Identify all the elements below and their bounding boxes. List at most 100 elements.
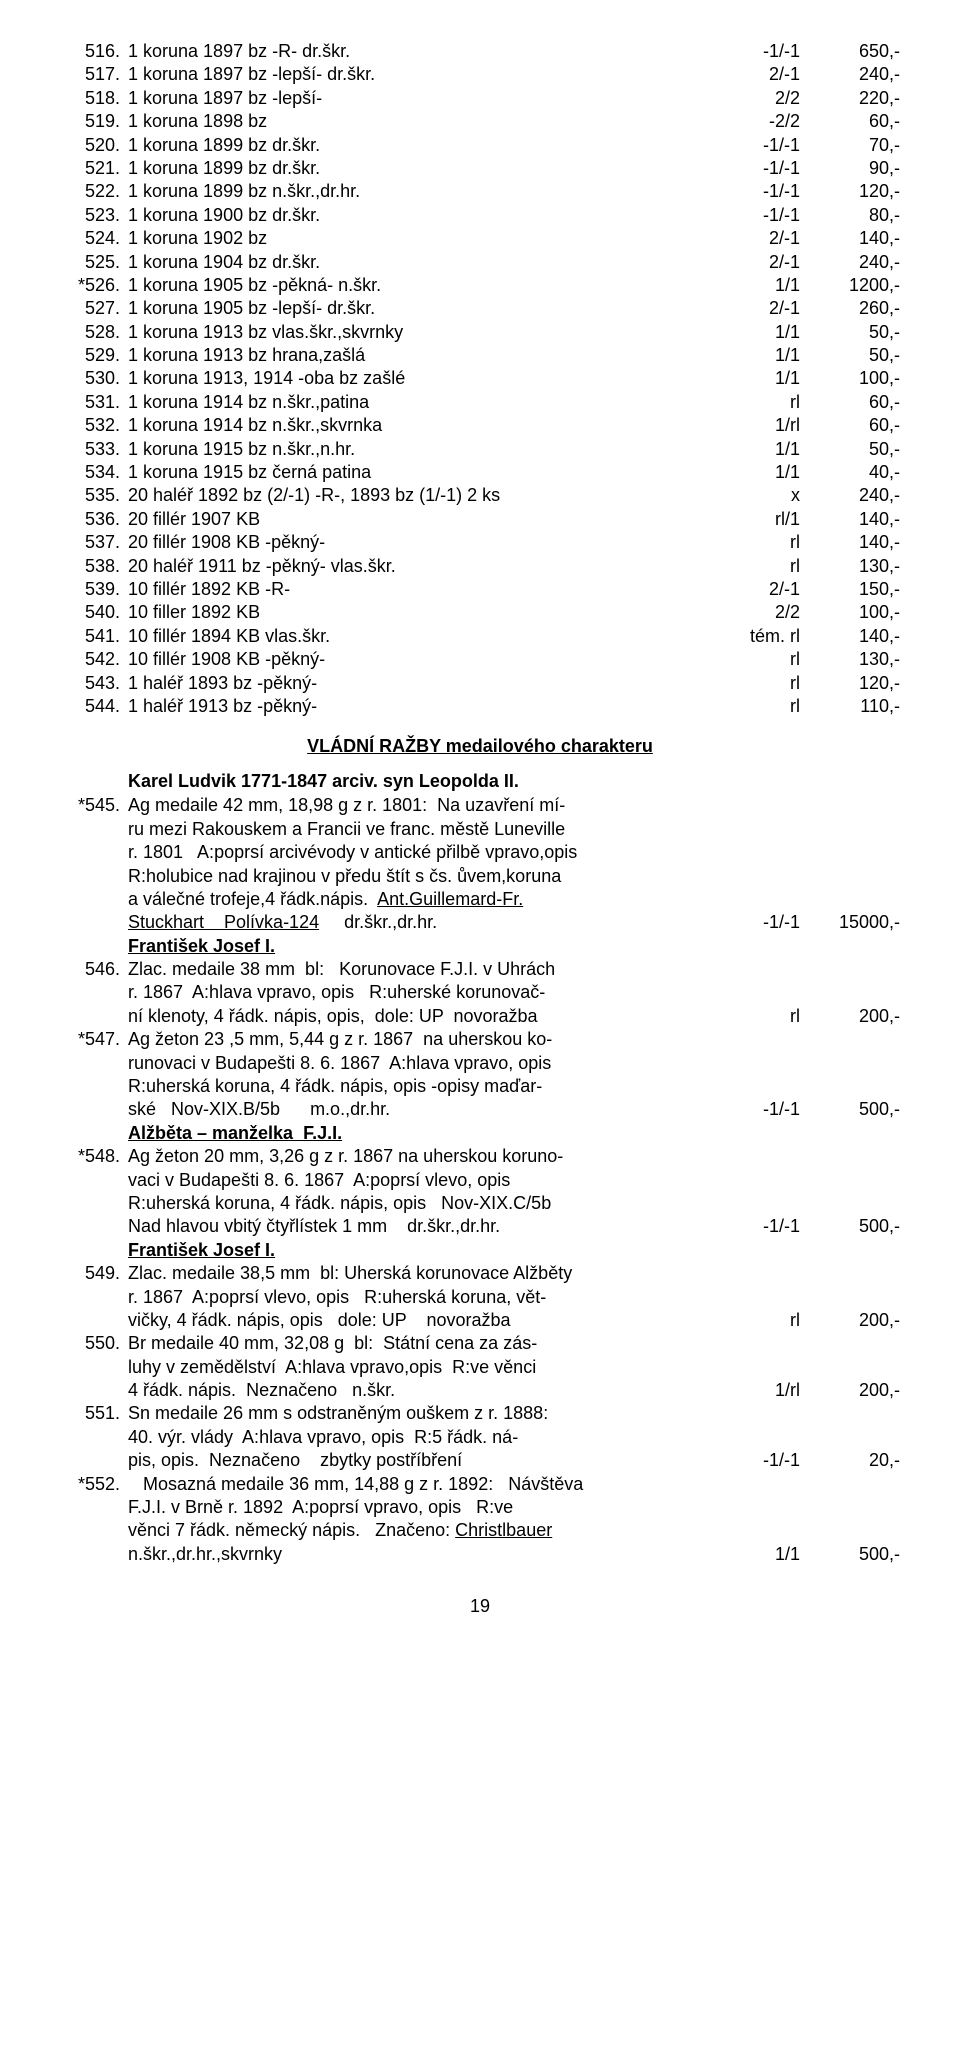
price: 240,- [800, 251, 900, 274]
lot-desc: 1 koruna 1902 bz [128, 227, 710, 250]
price: 150,- [800, 578, 900, 601]
lot-desc: 20 fillér 1908 KB -pěkný- [128, 531, 710, 554]
grade: -1/-1 [710, 180, 800, 203]
lot-row: 527.1 koruna 1905 bz -lepší- dr.škr.2/-1… [60, 297, 900, 320]
price: 110,- [800, 695, 900, 718]
price: 500,- [800, 1098, 900, 1121]
lot-548: *548. Ag žeton 20 mm, 3,26 g z r. 1867 n… [60, 1145, 900, 1262]
lot-desc: 20 haléř 1892 bz (2/-1) -R-, 1893 bz (1/… [128, 484, 710, 507]
lot-desc: 1 haléř 1893 bz -pěkný- [128, 672, 710, 695]
lot-row: 530.1 koruna 1913, 1914 -oba bz zašlé1/1… [60, 367, 900, 390]
lot-desc: 20 fillér 1907 KB [128, 508, 710, 531]
lot-row: 525.1 koruna 1904 bz dr.škr.2/-1240,- [60, 251, 900, 274]
lot-number: 531. [60, 391, 128, 414]
lot-text: R:holubice nad krajinou v předu štít s č… [128, 865, 900, 888]
lot-desc: 1 koruna 1915 bz n.škr.,n.hr. [128, 438, 710, 461]
lot-number: 532. [60, 414, 128, 437]
grade: rl/1 [710, 508, 800, 531]
grade: 1/1 [710, 367, 800, 390]
lot-row: 516.1 koruna 1897 bz -R- dr.škr.-1/-1650… [60, 40, 900, 63]
lot-row: 520.1 koruna 1899 bz dr.škr.-1/-170,- [60, 134, 900, 157]
grade: -1/-1 [710, 204, 800, 227]
lot-text: runovaci v Budapešti 8. 6. 1867 A:hlava … [128, 1052, 900, 1075]
lot-text: pis, opis. Neznačeno zbytky postříbření [128, 1449, 710, 1472]
grade: 1/1 [710, 344, 800, 367]
lot-text: r. 1867 A:poprsí vlevo, opis R:uherská k… [128, 1286, 900, 1309]
page-number: 19 [60, 1596, 900, 1617]
lot-number: 519. [60, 110, 128, 133]
price: 120,- [800, 180, 900, 203]
lot-number: 533. [60, 438, 128, 461]
lot-desc: 10 filler 1892 KB [128, 601, 710, 624]
lot-desc: 1 koruna 1898 bz [128, 110, 710, 133]
price: 100,- [800, 601, 900, 624]
grade: -1/-1 [710, 40, 800, 63]
price: 60,- [800, 414, 900, 437]
price: 120,- [800, 672, 900, 695]
ruler-alzbeta: Alžběta – manželka F.J.I. [128, 1122, 900, 1145]
lot-row: 544.1 haléř 1913 bz -pěkný-rl110,- [60, 695, 900, 718]
lot-row: 543.1 haléř 1893 bz -pěkný-rl120,- [60, 672, 900, 695]
lot-row: 533.1 koruna 1915 bz n.škr.,n.hr.1/150,- [60, 438, 900, 461]
lot-552: *552. Mosazná medaile 36 mm, 14,88 g z r… [60, 1473, 900, 1567]
lot-text: F.J.I. v Brně r. 1892 A:poprsí vpravo, o… [128, 1496, 900, 1519]
lot-row: 537.20 fillér 1908 KB -pěkný-rl140,- [60, 531, 900, 554]
lot-row: 542.10 fillér 1908 KB -pěkný-rl130,- [60, 648, 900, 671]
section-title: VLÁDNÍ RAŽBY medailového charakteru [60, 736, 900, 757]
lot-text: ské Nov-XIX.B/5b m.o.,dr.hr. [128, 1098, 710, 1121]
lot-number: 551. [60, 1402, 128, 1472]
lot-text: Zlac. medaile 38 mm bl: Korunovace F.J.I… [128, 958, 900, 981]
grade: -1/-1 [710, 134, 800, 157]
price: 60,- [800, 391, 900, 414]
lot-row: 528.1 koruna 1913 bz vlas.škr.,skvrnky1/… [60, 321, 900, 344]
price: 260,- [800, 297, 900, 320]
lot-text: Nad hlavou vbitý čtyřlístek 1 mm dr.škr.… [128, 1215, 710, 1238]
lot-row: 539.10 fillér 1892 KB -R-2/-1150,- [60, 578, 900, 601]
grade: tém. rl [710, 625, 800, 648]
ruler-frantisek-josef: František Josef I. [128, 1239, 900, 1262]
lot-desc: 1 koruna 1897 bz -lepší- dr.škr. [128, 63, 710, 86]
grade: 2/2 [710, 87, 800, 110]
grade: rl [710, 695, 800, 718]
lot-number: *526. [60, 274, 128, 297]
grade: x [710, 484, 800, 507]
lot-desc: 10 fillér 1892 KB -R- [128, 578, 710, 601]
lot-text: R:uherská koruna, 4 řádk. nápis, opis -o… [128, 1075, 900, 1098]
lot-text: věnci 7 řádk. německý nápis. Značeno: Ch… [128, 1519, 900, 1542]
ruler-karel-ludvik: Karel Ludvik 1771-1847 arciv. syn Leopol… [128, 771, 900, 792]
price: 50,- [800, 438, 900, 461]
lot-desc: 1 koruna 1904 bz dr.škr. [128, 251, 710, 274]
lot-desc: 1 koruna 1899 bz dr.škr. [128, 134, 710, 157]
lot-row: 531.1 koruna 1914 bz n.škr.,patinarl60,- [60, 391, 900, 414]
lot-text: vaci v Budapešti 8. 6. 1867 A:poprsí vle… [128, 1169, 900, 1192]
lot-text: r. 1801 A:poprsí arcivévody v antické př… [128, 841, 900, 864]
lot-number: 527. [60, 297, 128, 320]
lot-desc: 1 koruna 1914 bz n.škr.,patina [128, 391, 710, 414]
lot-text: R:uherská koruna, 4 řádk. nápis, opis No… [128, 1192, 900, 1215]
lot-row: 534.1 koruna 1915 bz černá patina1/140,- [60, 461, 900, 484]
lot-number: *545. [60, 794, 128, 958]
price: 240,- [800, 63, 900, 86]
lot-desc: 1 koruna 1905 bz -pěkná- n.škr. [128, 274, 710, 297]
lot-desc: 1 koruna 1915 bz černá patina [128, 461, 710, 484]
grade: -1/-1 [710, 1215, 800, 1238]
lot-text: 4 řádk. nápis. Neznačeno n.škr. [128, 1379, 710, 1402]
grade: 1/1 [710, 461, 800, 484]
lot-number: 518. [60, 87, 128, 110]
grade: 2/-1 [710, 251, 800, 274]
grade: rl [710, 1005, 800, 1028]
lot-number: 538. [60, 555, 128, 578]
lot-number: 536. [60, 508, 128, 531]
lot-row: 521.1 koruna 1899 bz dr.škr.-1/-190,- [60, 157, 900, 180]
lot-number: 535. [60, 484, 128, 507]
price: 650,- [800, 40, 900, 63]
grade: 2/-1 [710, 297, 800, 320]
lot-desc: 1 koruna 1913, 1914 -oba bz zašlé [128, 367, 710, 390]
lot-number: 543. [60, 672, 128, 695]
grade: -1/-1 [710, 911, 800, 934]
lot-row: 535.20 haléř 1892 bz (2/-1) -R-, 1893 bz… [60, 484, 900, 507]
lot-number: *548. [60, 1145, 128, 1262]
price: 90,- [800, 157, 900, 180]
lot-desc: 1 koruna 1913 bz vlas.škr.,skvrnky [128, 321, 710, 344]
price: 130,- [800, 648, 900, 671]
